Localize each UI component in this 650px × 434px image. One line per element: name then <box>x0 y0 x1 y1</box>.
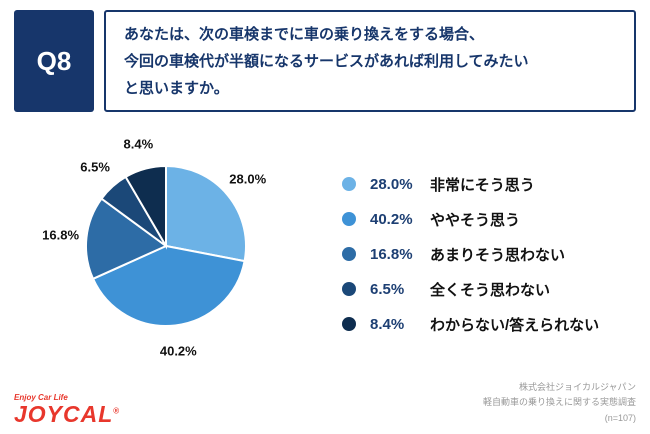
pie-value-label-0: 28.0% <box>229 171 267 186</box>
legend-value: 16.8% <box>370 245 413 263</box>
source-line-2: 軽自動車の乗り換えに関する実態調査 <box>482 397 636 408</box>
footer: Enjoy Car Life JOYCAL® 株式会社ジョイカルジャパン 軽自動… <box>14 380 636 426</box>
question-text-line-3: と思いますか。 <box>124 80 229 97</box>
legend-value: 6.5% <box>370 280 405 298</box>
legend-dot <box>342 317 356 331</box>
legend-label: あまりそう思わない <box>430 246 566 264</box>
legend-dot <box>342 177 356 191</box>
legend-label: ややそう思う <box>430 211 521 229</box>
legend-item: 8.4% わからない/答えられない <box>342 314 636 335</box>
chart-legend: 28.0% 非常にそう思う 40.2% ややそう思う 16.8% あまりそう思わ… <box>326 126 636 378</box>
pie-chart-container: 28.0% 40.2% 16.8% 6.5% 8.4% <box>16 126 326 378</box>
legend-value: 8.4% <box>370 315 405 333</box>
legend-label: 全くそう思わない <box>430 281 551 299</box>
pie-slice-0 <box>165 164 248 263</box>
legend-dot <box>342 247 356 261</box>
question-number-badge: Q8 <box>14 10 94 112</box>
pie-slice-2 <box>85 197 168 281</box>
chart-area: 28.0% 40.2% 16.8% 6.5% 8.4% 28.0% 非常にそう思… <box>0 112 650 378</box>
legend-item: 16.8% あまりそう思わない <box>342 244 636 265</box>
pie-slice-4 <box>124 164 167 250</box>
source-line-1: 株式会社ジョイカルジャパン <box>518 382 636 393</box>
question-text-box: あなたは、次の車検までに車の乗り換えをする場合、 今回の車検代が半額になるサービ… <box>104 10 636 112</box>
registered-mark: ® <box>113 406 121 416</box>
pie-value-label-2: 16.8% <box>42 227 80 243</box>
question-text-line-1: あなたは、次の車検までに車の乗り換えをする場合、 <box>124 26 485 43</box>
legend-label: 非常にそう思う <box>430 176 535 194</box>
legend-dot <box>342 282 356 296</box>
survey-source-note: 株式会社ジョイカルジャパン 軽自動車の乗り換えに関する実態調査 (n=107) <box>483 380 636 426</box>
question-text-line-2: 今回の車検代が半額になるサービスがあれば利用してみたい <box>124 53 529 70</box>
pie-value-label-1: 40.2% <box>159 343 197 359</box>
pie-value-label-4: 8.4% <box>123 136 154 152</box>
source-line-3: (n=107) <box>604 412 636 423</box>
joycal-logo: Enjoy Car Life JOYCAL® <box>14 393 120 426</box>
legend-value: 40.2% <box>370 210 413 228</box>
legend-item: 28.0% 非常にそう思う <box>342 174 636 195</box>
pie-slice-1 <box>91 244 246 327</box>
pie-value-label-3: 6.5% <box>80 159 110 175</box>
logo-text: JOYCAL® <box>14 401 121 427</box>
question-header: Q8 あなたは、次の車検までに車の乗り換えをする場合、 今回の車検代が半額になる… <box>0 0 650 112</box>
logo-tagline: Enjoy Car Life <box>14 393 68 402</box>
legend-value: 28.0% <box>370 175 413 193</box>
pie-chart <box>85 164 248 327</box>
legend-item: 6.5% 全くそう思わない <box>342 279 636 300</box>
legend-dot <box>342 212 356 226</box>
legend-label: わからない/答えられない <box>430 316 600 334</box>
legend-item: 40.2% ややそう思う <box>342 209 636 230</box>
